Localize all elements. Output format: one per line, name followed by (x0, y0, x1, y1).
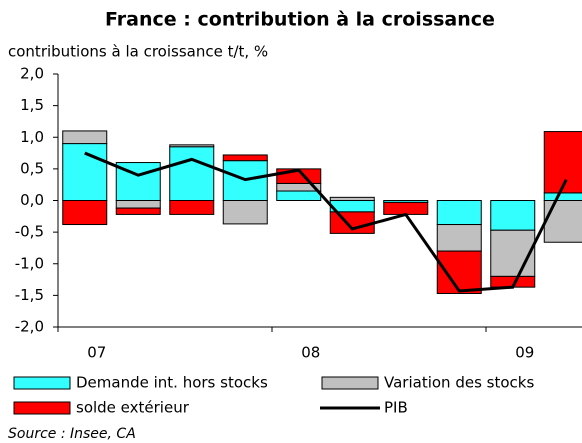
bar (62, 130, 108, 145)
bar (490, 200, 536, 231)
legend-swatch (13, 401, 71, 415)
legend-label: PIB (384, 399, 408, 417)
y-tick-label: -2,0 (15, 318, 44, 336)
bar (62, 200, 108, 226)
x-tick-label: 08 (301, 344, 320, 362)
bar (115, 207, 161, 215)
subtitle: contributions à la croissance t/t, % (8, 43, 268, 61)
bar (436, 250, 482, 294)
legend-label: solde extérieur (76, 399, 190, 417)
bar (169, 200, 215, 215)
y-tick-label: -0,5 (15, 223, 44, 241)
y-tick-label: -1,0 (15, 254, 44, 272)
y-tick-label: 1,0 (20, 128, 44, 146)
bar (62, 143, 108, 201)
source: Source : Insee, CA (8, 426, 136, 442)
bar (383, 201, 429, 215)
bar (169, 144, 215, 148)
bar (543, 200, 582, 243)
y-tick-label: 0,5 (20, 159, 44, 177)
legend-swatch (13, 376, 71, 390)
bar (543, 192, 582, 202)
legend-swatch (321, 376, 379, 390)
y-tick-label: 2,0 (20, 65, 44, 83)
y-tick-label: -1,5 (15, 286, 44, 304)
chart-title: France : contribution à la croissance (105, 9, 495, 31)
y-tick-label: 1,5 (20, 96, 44, 114)
y-tick-label: 0,0 (20, 191, 44, 209)
bar (115, 200, 161, 209)
bar (329, 196, 375, 201)
bar (222, 154, 268, 162)
bar (276, 190, 322, 201)
line (84, 151, 568, 293)
plot (62, 130, 582, 294)
legend: Demande int. hors stocks Variation des st… (13, 374, 534, 417)
bar (436, 200, 482, 226)
bar (436, 224, 482, 252)
bar (490, 229, 536, 277)
legend-label: Variation des stocks (384, 374, 534, 392)
bar (169, 146, 215, 202)
bar (222, 200, 268, 225)
x-tick-label: 07 (87, 344, 106, 362)
legend-label: Demande int. hors stocks (76, 374, 268, 392)
x-tick-label: 09 (515, 344, 534, 362)
